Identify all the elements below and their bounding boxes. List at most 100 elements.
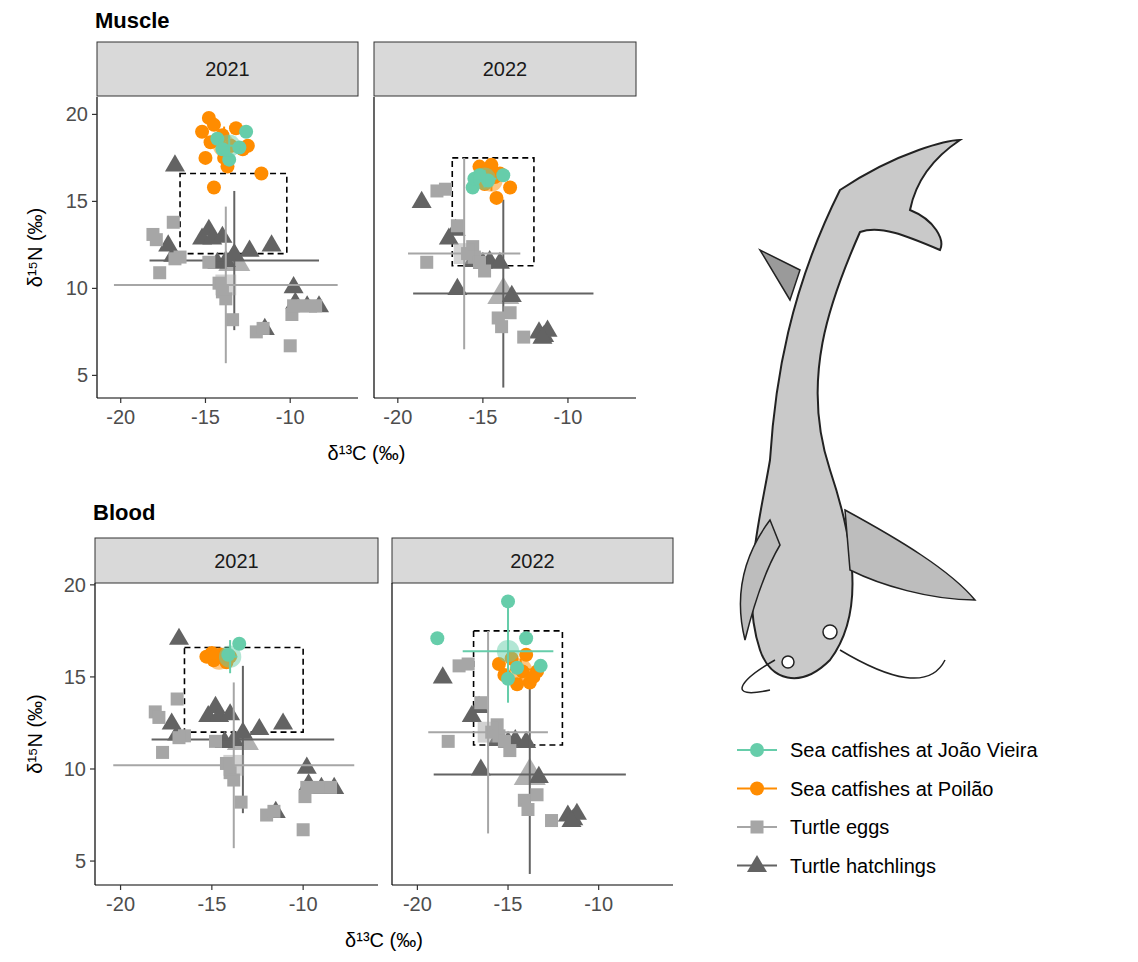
legend-label: Sea catfishes at Poilão — [790, 778, 993, 800]
mean-point — [478, 722, 499, 743]
fish-fin — [845, 510, 975, 600]
data-point — [297, 823, 310, 836]
data-point — [257, 322, 270, 335]
data-point — [474, 696, 487, 709]
y-tick — [92, 114, 97, 115]
data-point — [504, 306, 517, 319]
x-tick — [303, 885, 304, 890]
fish-body — [751, 140, 960, 678]
legend-label: Turtle eggs — [790, 816, 889, 838]
data-point — [510, 661, 524, 675]
data-point — [561, 810, 581, 827]
y-tick — [90, 584, 95, 585]
plot-area — [113, 628, 354, 848]
x-tick — [120, 885, 121, 890]
data-point — [489, 191, 503, 205]
data-point — [240, 240, 260, 257]
y-tick — [90, 768, 95, 769]
x-tick — [417, 885, 418, 890]
legend-marker — [751, 821, 764, 834]
data-point — [324, 781, 337, 794]
x-tick-label: -10 — [584, 893, 613, 915]
x-axis-title: δ¹³C (‰) — [345, 929, 423, 951]
data-point — [172, 731, 185, 744]
data-point — [532, 327, 552, 344]
plot-area — [428, 594, 626, 874]
y-tick-label: 20 — [66, 103, 88, 125]
data-point — [439, 183, 452, 196]
data-point — [150, 233, 163, 246]
x-tick-label: -10 — [289, 893, 318, 915]
mean-point — [514, 758, 546, 785]
reference-box — [474, 631, 563, 745]
data-point — [309, 295, 329, 312]
strip-label: 2021 — [214, 550, 259, 572]
x-tick-label: -20 — [383, 406, 412, 428]
x-tick-label: -20 — [106, 893, 135, 915]
strip-background — [95, 538, 378, 583]
data-point — [168, 252, 181, 265]
data-point — [262, 234, 282, 251]
legend-marker — [747, 855, 767, 872]
strip-label: 2022 — [510, 550, 555, 572]
data-point — [297, 299, 310, 312]
y-axis-line — [94, 583, 95, 885]
y-tick — [92, 288, 97, 289]
data-point — [226, 313, 239, 326]
y-axis-title: δ¹⁵N (‰) — [24, 694, 46, 773]
x-tick — [598, 885, 599, 890]
mean-point — [487, 277, 519, 304]
legend-marker — [750, 743, 764, 757]
mean-point — [473, 168, 495, 190]
fish-fin — [740, 520, 780, 640]
x-tick-label: -10 — [553, 406, 582, 428]
data-point — [153, 266, 166, 279]
data-point — [534, 659, 548, 673]
data-point — [273, 712, 293, 729]
data-point — [267, 805, 280, 818]
data-point — [412, 191, 432, 208]
data-point — [212, 226, 232, 243]
y-axis-line — [373, 97, 374, 398]
x-tick — [211, 885, 212, 890]
data-point — [207, 180, 221, 194]
y-axis-title: δ¹⁵N (‰) — [24, 208, 46, 287]
catfish-illustration — [740, 140, 975, 693]
data-point — [202, 256, 215, 269]
data-point — [496, 168, 510, 182]
fish-barbel — [742, 660, 775, 693]
mean-point — [497, 640, 519, 662]
x-tick-label: -15 — [191, 406, 220, 428]
data-point — [266, 801, 286, 818]
y-tick — [90, 860, 95, 861]
legend-marker — [750, 782, 764, 796]
data-point — [519, 631, 533, 645]
x-tick-label: -15 — [494, 893, 523, 915]
x-tick — [120, 398, 121, 403]
y-tick-label: 10 — [66, 277, 88, 299]
data-point — [495, 320, 508, 333]
x-tick-label: -20 — [106, 406, 135, 428]
fish-fin — [760, 250, 800, 300]
x-tick — [397, 398, 398, 403]
data-point — [220, 703, 240, 720]
data-point — [165, 154, 185, 171]
fish-eye — [823, 625, 837, 639]
data-point — [171, 693, 184, 706]
x-axis-line — [97, 397, 358, 398]
mean-point — [215, 275, 236, 296]
legend-label: Turtle hatchlings — [790, 855, 936, 877]
data-point — [521, 803, 534, 816]
y-tick — [92, 375, 97, 376]
y-tick — [90, 676, 95, 677]
data-point — [239, 125, 253, 139]
data-point — [531, 788, 544, 801]
strip-label: 2022 — [483, 58, 528, 80]
y-tick-label: 5 — [77, 364, 88, 386]
panel-group-title: Blood — [93, 500, 155, 525]
data-point — [255, 318, 275, 335]
data-point — [209, 735, 222, 748]
data-point — [205, 696, 225, 713]
x-axis-title: δ¹³C (‰) — [328, 442, 406, 464]
mean-point — [454, 243, 475, 264]
